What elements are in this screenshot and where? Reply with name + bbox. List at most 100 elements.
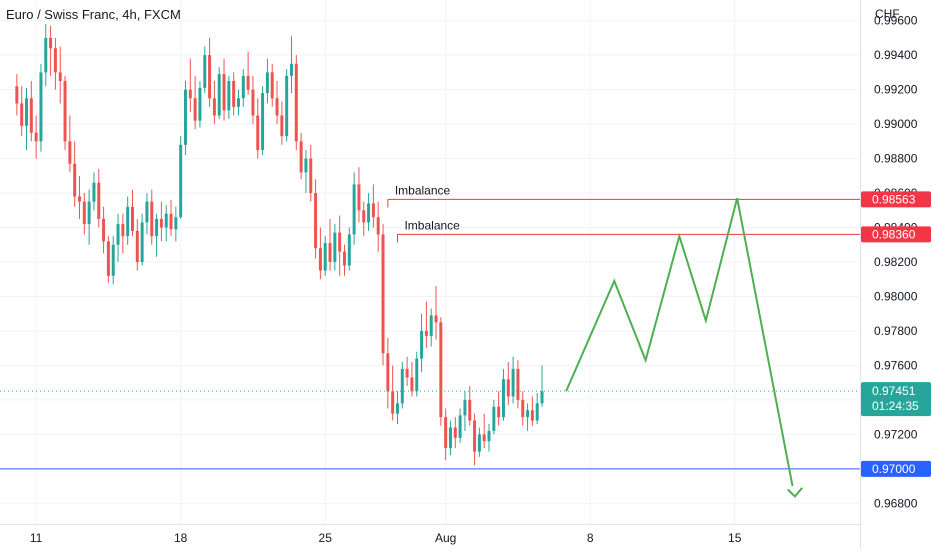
- candle-body: [212, 98, 216, 116]
- candle-body: [314, 193, 318, 249]
- price-level-tag-text: 0.98563: [872, 192, 916, 206]
- candle-body: [439, 322, 443, 418]
- candle-body: [280, 115, 284, 137]
- candle-body: [53, 48, 57, 73]
- candle-body: [150, 201, 154, 237]
- candle-body: [420, 330, 424, 359]
- candle-body: [468, 399, 472, 421]
- candle-body: [463, 399, 467, 416]
- candle-body: [395, 403, 399, 414]
- candle-body: [203, 55, 207, 88]
- candle-body: [241, 75, 245, 99]
- candle-body: [130, 206, 134, 231]
- x-tick-label: 25: [319, 531, 333, 545]
- candle-body: [29, 98, 33, 133]
- candle-body: [294, 63, 298, 142]
- chart-title: Euro / Swiss Franc, 4h, FXCM: [6, 7, 181, 22]
- price-level-tag: [861, 191, 931, 208]
- candle-body: [289, 63, 293, 76]
- candle-body: [198, 87, 202, 121]
- candle-body: [448, 427, 452, 449]
- candle-body: [39, 72, 43, 142]
- candle-body: [227, 81, 231, 111]
- projection-arrow-head: [787, 487, 803, 498]
- countdown-text: 01:24:35: [872, 399, 919, 413]
- candle-body: [193, 98, 197, 121]
- candle-body: [270, 72, 274, 99]
- x-tick-label: 11: [30, 531, 43, 545]
- candle-body: [492, 406, 496, 431]
- candle-body: [342, 251, 346, 266]
- candle-body: [261, 93, 265, 150]
- candle-body: [49, 37, 53, 49]
- projection-path: [565, 197, 794, 487]
- imbalance-label: Imbalance: [395, 183, 451, 197]
- candle-body: [285, 75, 289, 137]
- candle-body: [410, 377, 414, 392]
- candle-body: [15, 86, 19, 104]
- candle-body: [376, 217, 380, 235]
- candle-body: [400, 368, 404, 404]
- candle-body: [458, 415, 462, 438]
- imbalance-label: Imbalance: [404, 218, 460, 232]
- y-tick-label: 0.99600: [874, 14, 918, 28]
- candle-body: [506, 379, 510, 397]
- x-tick-label: 15: [728, 531, 742, 545]
- candle-body: [415, 358, 419, 392]
- candle-body: [357, 184, 361, 211]
- candle-body: [328, 243, 332, 262]
- candle-body: [453, 427, 457, 438]
- y-tick-label: 0.96800: [874, 496, 918, 510]
- price-level-tag-text: 0.98360: [872, 227, 916, 241]
- candle-body: [540, 391, 544, 404]
- candle-body: [299, 141, 303, 173]
- candle-body: [82, 201, 86, 225]
- candle-body: [164, 213, 168, 228]
- candle-body: [236, 98, 240, 107]
- candle-body: [188, 89, 192, 99]
- y-tick-label: 0.99200: [874, 83, 918, 97]
- candle-body: [25, 98, 28, 126]
- candle-body: [208, 55, 212, 99]
- candle-body: [58, 72, 62, 82]
- candle-body: [381, 234, 385, 354]
- candle-body: [367, 203, 371, 223]
- candle-body: [526, 410, 530, 418]
- y-tick-label: 0.98200: [874, 255, 918, 269]
- candle-body: [121, 224, 125, 237]
- candle-body: [352, 184, 356, 235]
- y-tick-label: 0.99400: [874, 48, 918, 62]
- candle-body: [487, 430, 491, 442]
- candle-body: [477, 434, 481, 452]
- candle-body: [256, 115, 260, 150]
- candle-body: [126, 206, 130, 237]
- x-tick-label: Aug: [435, 531, 456, 545]
- candle-body: [44, 37, 48, 73]
- candle-body: [501, 379, 505, 418]
- candle-body: [347, 234, 351, 266]
- candle-body: [87, 201, 91, 225]
- candle-body: [309, 158, 313, 194]
- candle-body: [434, 315, 438, 323]
- y-tick-label: 0.97800: [874, 324, 918, 338]
- candle-body: [323, 243, 327, 271]
- candle-body: [304, 158, 308, 173]
- candle-body: [222, 74, 226, 111]
- candle-body: [535, 403, 539, 421]
- candle-body: [92, 182, 96, 202]
- x-tick-label: 18: [174, 531, 188, 545]
- y-tick-label: 0.98000: [874, 289, 918, 303]
- candle-body: [102, 218, 106, 242]
- candle-body: [159, 218, 163, 228]
- candle-body: [333, 232, 337, 262]
- candle-body: [68, 141, 72, 164]
- candle-body: [145, 201, 149, 223]
- candle-body: [511, 368, 515, 397]
- y-tick-label: 0.99000: [874, 117, 918, 131]
- candle-body: [386, 353, 390, 392]
- candle-body: [183, 89, 187, 145]
- candle-body: [371, 203, 375, 218]
- candle-body: [516, 368, 520, 400]
